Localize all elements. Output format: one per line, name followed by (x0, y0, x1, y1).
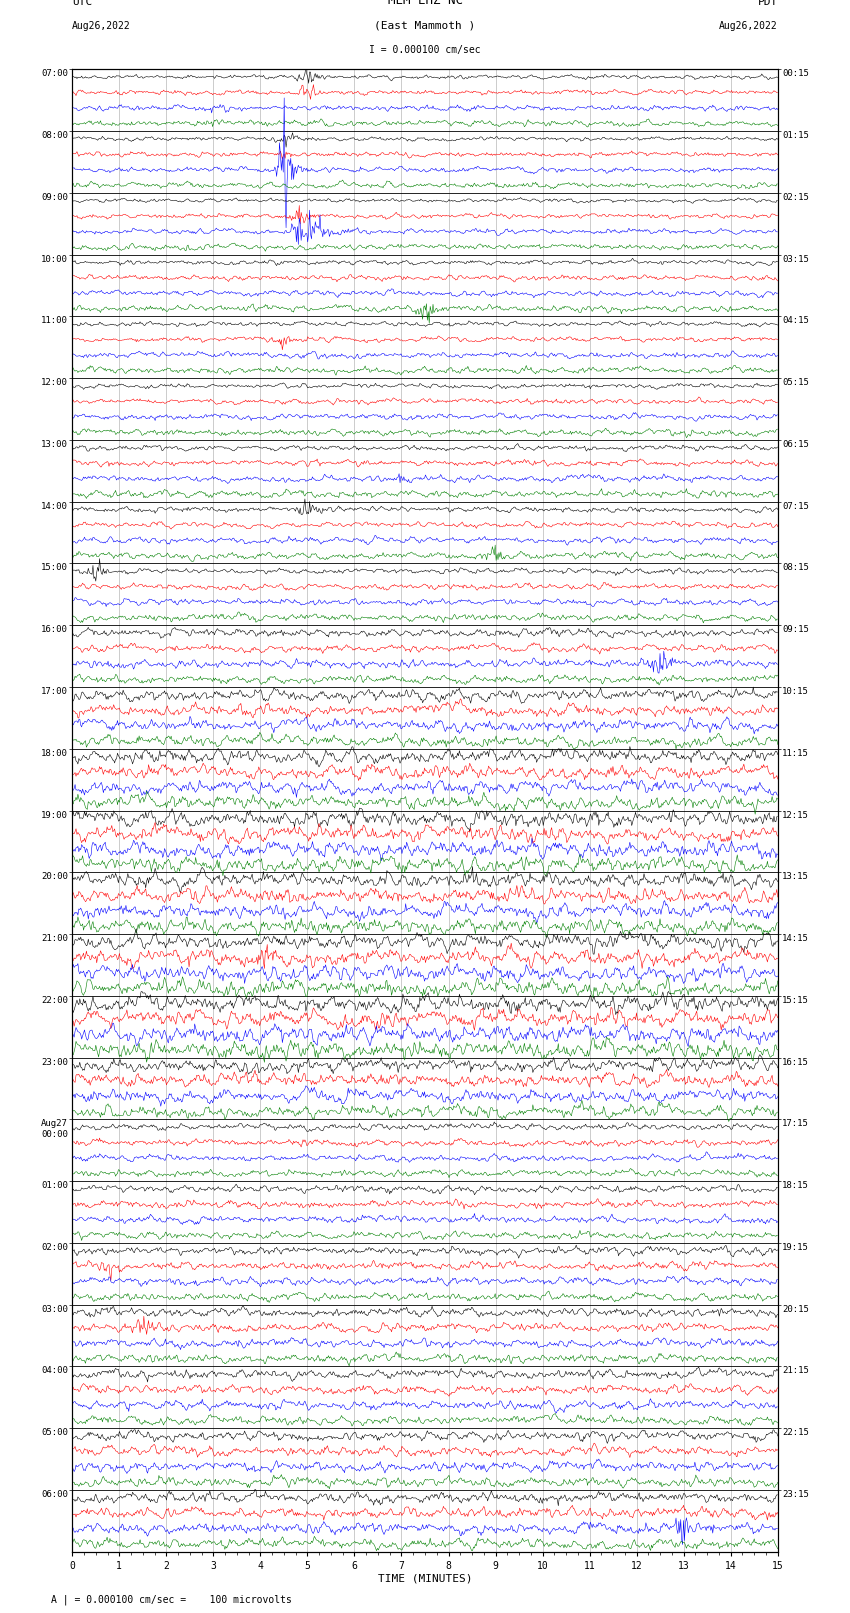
Text: A | = 0.000100 cm/sec =    100 microvolts: A | = 0.000100 cm/sec = 100 microvolts (51, 1594, 292, 1605)
Text: Aug26,2022: Aug26,2022 (72, 21, 131, 31)
Text: UTC: UTC (72, 0, 93, 6)
Text: I = 0.000100 cm/sec: I = 0.000100 cm/sec (369, 45, 481, 55)
Text: MEM EHZ NC: MEM EHZ NC (388, 0, 462, 6)
Text: Aug26,2022: Aug26,2022 (719, 21, 778, 31)
X-axis label: TIME (MINUTES): TIME (MINUTES) (377, 1574, 473, 1584)
Text: (East Mammoth ): (East Mammoth ) (374, 21, 476, 31)
Text: PDT: PDT (757, 0, 778, 6)
